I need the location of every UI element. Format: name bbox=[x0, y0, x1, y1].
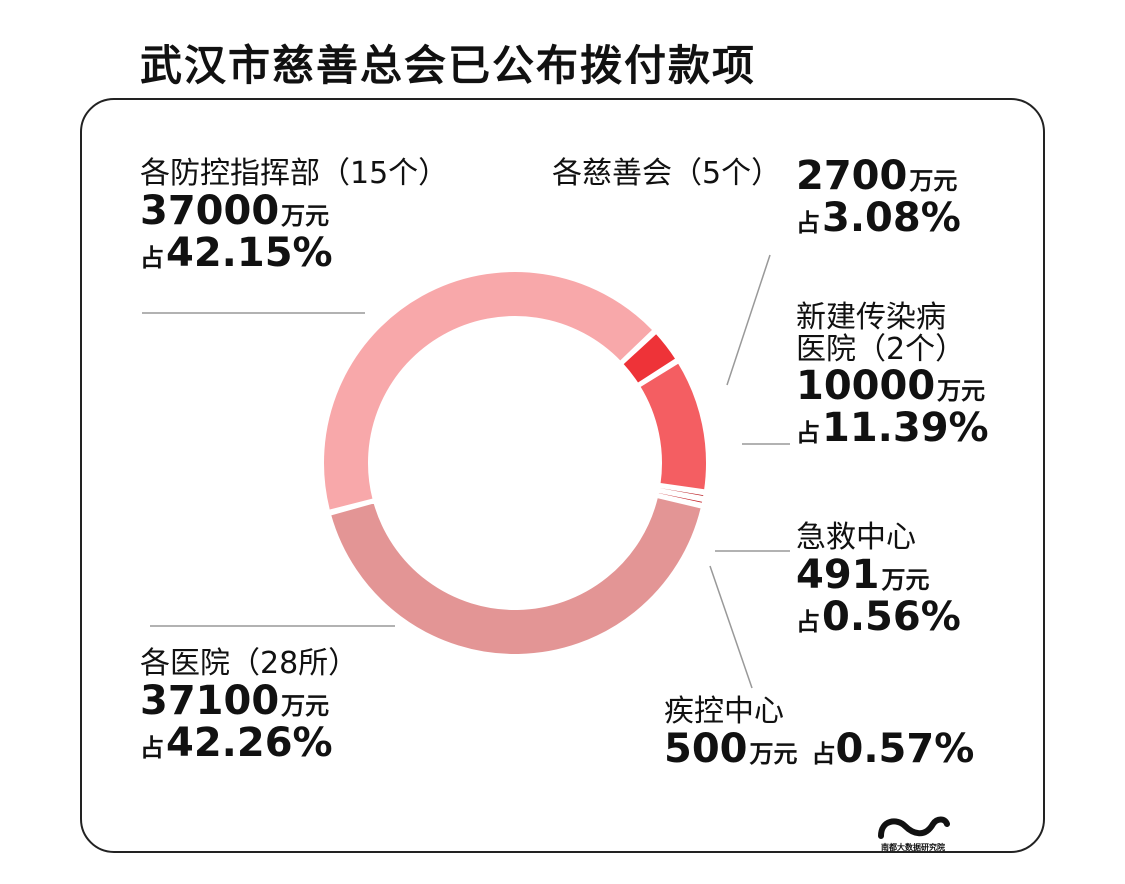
label-jikong-name: 疾控中心 bbox=[664, 694, 784, 729]
label-hospital-new-percent: 11.39% bbox=[822, 405, 989, 451]
label-cishan-percent: 3.08% bbox=[822, 195, 961, 241]
label-jikong-percent: 0.57% bbox=[835, 725, 975, 772]
label-hospital-new-name-1: 新建传染病 bbox=[796, 300, 946, 335]
label-jijiu-name: 急救中心 bbox=[796, 520, 916, 555]
donut-slice-3 bbox=[657, 485, 706, 499]
label-jijiu: 急救中心 491万元 占0.56% bbox=[796, 522, 961, 638]
label-zhihuibu-percent: 42.15% bbox=[166, 229, 333, 276]
chart-frame bbox=[80, 98, 1045, 853]
brand-logo: 南都大数据研究院 bbox=[868, 812, 958, 853]
percent-prefix: 占 bbox=[796, 209, 820, 237]
label-cishan-amount: 2700 bbox=[796, 153, 908, 199]
unit-text: 万元 bbox=[937, 377, 986, 405]
donut-slice-1 bbox=[621, 331, 678, 385]
brand-wave-icon bbox=[878, 816, 950, 839]
label-zhihuibu-amount: 37000 bbox=[140, 187, 280, 234]
donut-slice-5 bbox=[329, 495, 703, 656]
label-jijiu-percent: 0.56% bbox=[822, 593, 961, 640]
label-cishan-name: 各慈善会（5个） bbox=[552, 156, 782, 191]
percent-prefix: 占 bbox=[796, 419, 820, 447]
unit-text: 万元 bbox=[281, 201, 330, 230]
label-cishan: 2700万元 占3.08% bbox=[796, 155, 961, 239]
label-jikong-amount: 500 bbox=[664, 725, 748, 772]
percent-prefix: 占 bbox=[796, 607, 820, 636]
label-hospital-new: 新建传染病 医院（2个） 10000万元 占11.39% bbox=[796, 302, 989, 449]
label-zhihuibu-name: 各防控指挥部（15个） bbox=[140, 156, 449, 191]
unit-text: 万元 bbox=[749, 739, 798, 768]
donut-slice-4 bbox=[656, 490, 705, 505]
label-cishan-name-wrap: 各慈善会（5个） bbox=[552, 158, 781, 190]
label-zhihuibu: 各防控指挥部（15个） 37000万元 占42.15% bbox=[140, 158, 448, 274]
label-jikong: 疾控中心 500万元 占0.57% bbox=[664, 696, 974, 770]
unit-text: 万元 bbox=[281, 691, 330, 720]
label-yiyuan-amount: 37100 bbox=[140, 677, 280, 724]
leader-line-cishan bbox=[726, 254, 771, 386]
label-jijiu-amount: 491 bbox=[796, 551, 880, 598]
unit-text: 万元 bbox=[909, 167, 958, 195]
label-hospital-new-name-2: 医院（2个） bbox=[796, 331, 966, 367]
chart-title: 武汉市慈善总会已公布拨付款项 bbox=[140, 41, 757, 90]
label-hospital-new-amount: 10000 bbox=[796, 363, 936, 409]
donut-slice-2 bbox=[638, 361, 708, 492]
unit-text: 万元 bbox=[881, 565, 930, 594]
label-yiyuan-percent: 42.26% bbox=[166, 719, 333, 766]
label-yiyuan: 各医院（28所） 37100万元 占42.26% bbox=[140, 648, 358, 764]
label-yiyuan-name: 各医院（28所） bbox=[140, 646, 359, 681]
donut-slice-0 bbox=[322, 270, 655, 512]
leader-line-jikong bbox=[709, 565, 753, 689]
percent-prefix: 占 bbox=[811, 739, 836, 768]
percent-prefix: 占 bbox=[140, 243, 164, 272]
brand-name: 南都大数据研究院 bbox=[881, 843, 945, 852]
percent-prefix: 占 bbox=[140, 733, 164, 762]
